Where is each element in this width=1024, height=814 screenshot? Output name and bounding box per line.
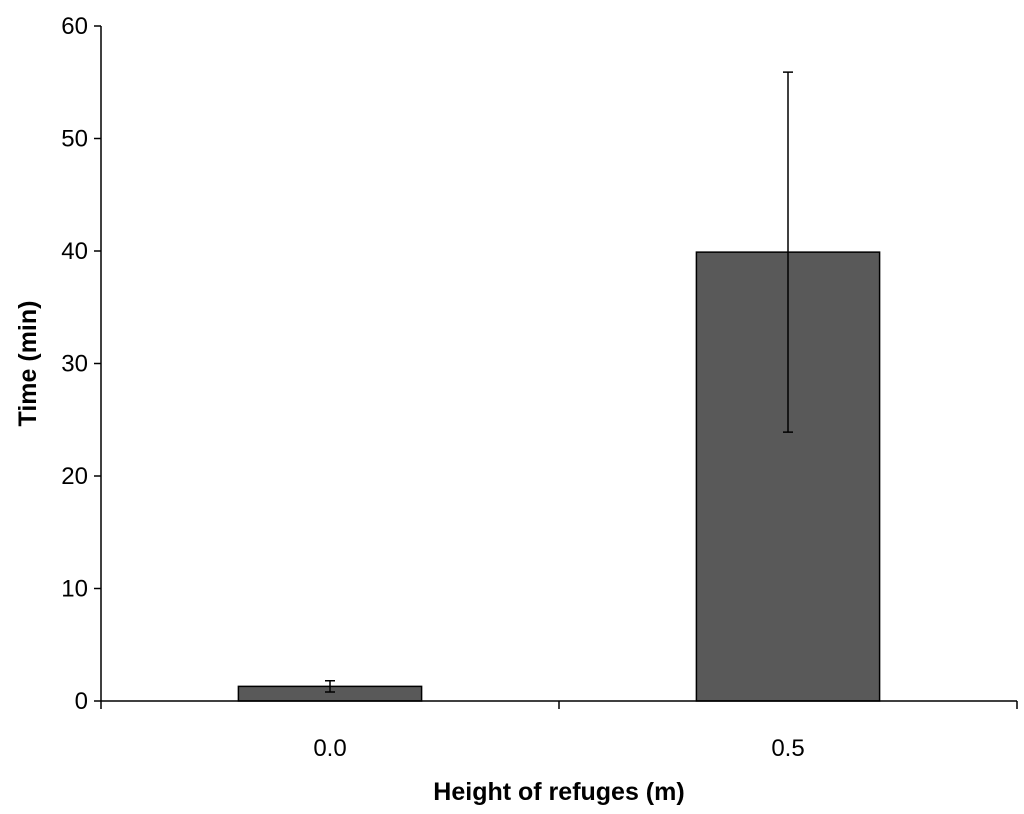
error-bar — [783, 71, 793, 433]
y-tick-label: 20 — [61, 463, 88, 490]
x-tick-labels: 0.0 0.5 — [313, 735, 804, 762]
y-tick-label: 30 — [61, 351, 88, 378]
error-bars — [325, 71, 793, 693]
y-axis-ticks: 0 10 20 30 40 50 60 — [61, 13, 101, 715]
x-axis-ticks — [100, 701, 1018, 709]
x-tick-label: 0.5 — [771, 735, 804, 762]
y-tick-label: 40 — [61, 238, 88, 265]
x-tick-label: 0.0 — [313, 735, 346, 762]
bar-series — [237, 251, 881, 702]
error-bar — [325, 680, 335, 693]
y-tick-label: 50 — [61, 126, 88, 153]
y-axis-title: Time (min) — [14, 301, 42, 427]
y-tick-label: 60 — [61, 13, 88, 40]
y-tick-label: 10 — [61, 576, 88, 603]
x-axis-title: Height of refuges (m) — [433, 778, 684, 806]
y-tick-label: 0 — [75, 688, 88, 715]
